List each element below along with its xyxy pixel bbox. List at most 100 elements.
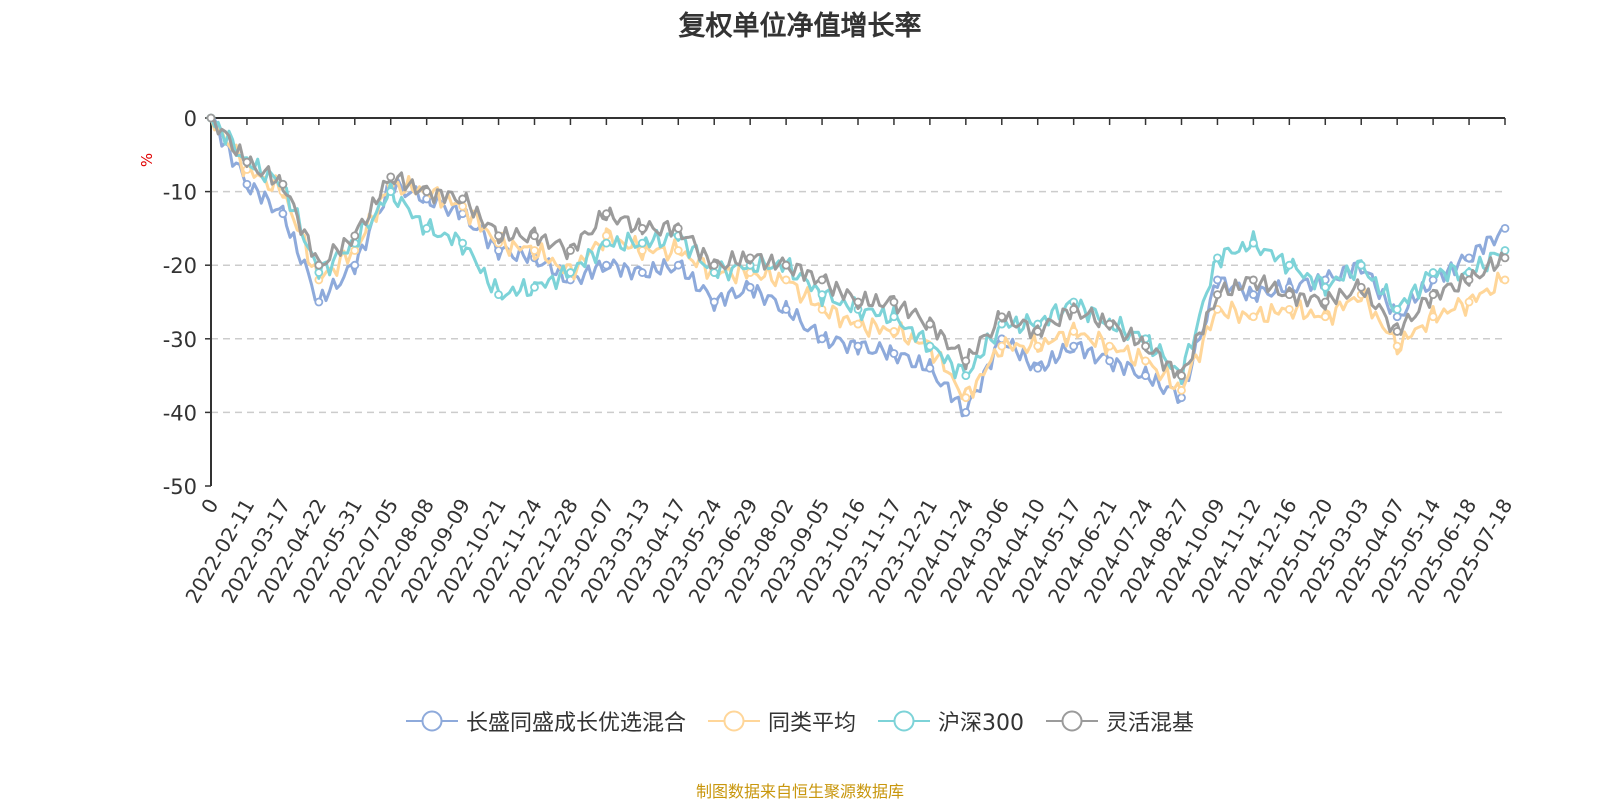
chart-legend: 长盛同盛成长优选混合 同类平均 沪深300 灵活混基 <box>0 705 1600 737</box>
data-point <box>278 179 288 189</box>
data-point <box>350 246 360 255</box>
data-point <box>1069 341 1079 351</box>
data-point <box>637 268 647 277</box>
data-point <box>494 290 503 300</box>
data-point <box>386 172 396 182</box>
data-point <box>1320 297 1330 307</box>
y-tick-label: -50 <box>163 475 197 499</box>
data-point <box>566 246 575 255</box>
legend-item[interactable]: 灵活混基 <box>1046 705 1194 737</box>
data-point <box>853 319 863 329</box>
data-point <box>1069 327 1079 336</box>
legend-item[interactable]: 沪深300 <box>878 705 1024 737</box>
data-point <box>1248 238 1258 248</box>
data-point <box>1428 312 1438 322</box>
data-point <box>637 238 647 248</box>
data-point <box>1141 356 1150 366</box>
data-point <box>1392 304 1402 314</box>
data-point <box>745 253 755 263</box>
data-point <box>961 356 971 366</box>
data-point <box>1177 371 1186 381</box>
x-tick-label: 0 <box>196 495 223 518</box>
data-point <box>242 157 252 167</box>
data-point <box>817 334 827 344</box>
data-point <box>889 349 899 358</box>
data-point <box>925 319 935 329</box>
data-point <box>853 297 863 307</box>
data-point <box>350 260 360 270</box>
legend-label: 灵活混基 <box>1106 711 1195 736</box>
data-point <box>1392 312 1402 322</box>
y-tick-label: 0 <box>184 107 197 131</box>
y-tick-label: -10 <box>163 181 197 205</box>
data-point <box>637 246 647 255</box>
data-point <box>745 282 755 292</box>
data-point <box>458 238 468 248</box>
legend-item[interactable]: 同类平均 <box>707 705 856 737</box>
data-point <box>494 231 503 241</box>
data-point <box>350 231 360 241</box>
data-point <box>961 407 971 417</box>
series-line <box>209 116 1507 379</box>
data-point <box>781 275 791 285</box>
legend-marker-icon <box>405 710 458 732</box>
data-point <box>1248 312 1258 322</box>
data-point <box>1500 253 1510 263</box>
data-point <box>637 223 647 233</box>
data-point <box>1500 275 1510 285</box>
chart-title: 复权单位净值增长率 <box>678 11 922 42</box>
data-point <box>709 268 719 277</box>
legend-label: 同类平均 <box>767 711 856 736</box>
data-point <box>1177 385 1186 395</box>
data-point <box>1141 371 1150 381</box>
data-point <box>817 290 827 300</box>
data-point <box>1500 223 1510 233</box>
legend-marker-icon <box>1046 710 1098 732</box>
y-axis-label: % <box>138 153 156 167</box>
data-point <box>1320 312 1330 322</box>
legend-label: 长盛同盛成长优选混合 <box>465 711 686 736</box>
data-point <box>1248 275 1258 285</box>
data-point <box>1033 363 1043 373</box>
data-point <box>889 297 899 307</box>
line-chart: 0-10-20-30-40-50%02022-02-112022-03-1720… <box>138 107 1517 607</box>
data-point <box>601 238 611 248</box>
data-point <box>1284 260 1294 270</box>
y-tick-label: -20 <box>163 254 197 278</box>
data-point <box>314 297 324 307</box>
data-point <box>781 260 791 270</box>
data-point <box>422 187 432 197</box>
legend-item[interactable]: 长盛同盛成长优选混合 <box>405 705 686 737</box>
data-point <box>1464 297 1474 307</box>
data-point <box>1356 282 1366 292</box>
data-point <box>278 209 288 219</box>
data-point <box>422 223 432 233</box>
y-tick-label: -40 <box>163 401 197 425</box>
data-point <box>242 179 252 189</box>
data-point <box>1428 290 1438 300</box>
data-point <box>566 268 575 277</box>
data-point <box>853 341 863 351</box>
data-point <box>781 304 791 314</box>
data-point <box>925 341 935 351</box>
data-point <box>1105 341 1115 351</box>
data-point <box>1177 393 1186 403</box>
data-point <box>1213 253 1222 263</box>
data-point <box>709 260 719 270</box>
data-point <box>530 282 539 292</box>
legend-marker-icon <box>878 710 930 732</box>
data-point <box>1213 290 1222 300</box>
data-point <box>314 260 324 270</box>
data-point <box>997 312 1007 322</box>
legend-marker-icon <box>707 710 760 732</box>
data-point <box>1428 268 1438 277</box>
data-point <box>1248 290 1258 300</box>
legend-label: 沪深300 <box>938 711 1024 736</box>
data-point <box>601 231 611 241</box>
y-tick-label: -30 <box>163 328 197 352</box>
series-line <box>210 116 1506 418</box>
data-point <box>1464 253 1474 263</box>
data-point <box>530 231 539 241</box>
data-point <box>673 246 683 255</box>
data-point <box>817 275 827 285</box>
